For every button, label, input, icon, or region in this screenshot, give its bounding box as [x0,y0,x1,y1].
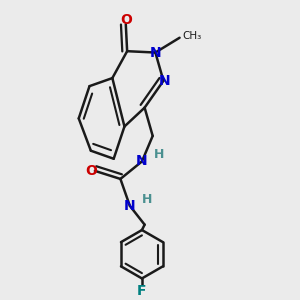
Text: O: O [85,164,97,178]
Text: CH₃: CH₃ [183,32,202,41]
Text: H: H [142,193,152,206]
Text: O: O [120,13,132,27]
Text: N: N [124,199,136,213]
Text: N: N [159,74,171,88]
Text: F: F [137,284,147,298]
Text: H: H [154,148,165,161]
Text: N: N [136,154,148,169]
Text: N: N [150,46,161,59]
